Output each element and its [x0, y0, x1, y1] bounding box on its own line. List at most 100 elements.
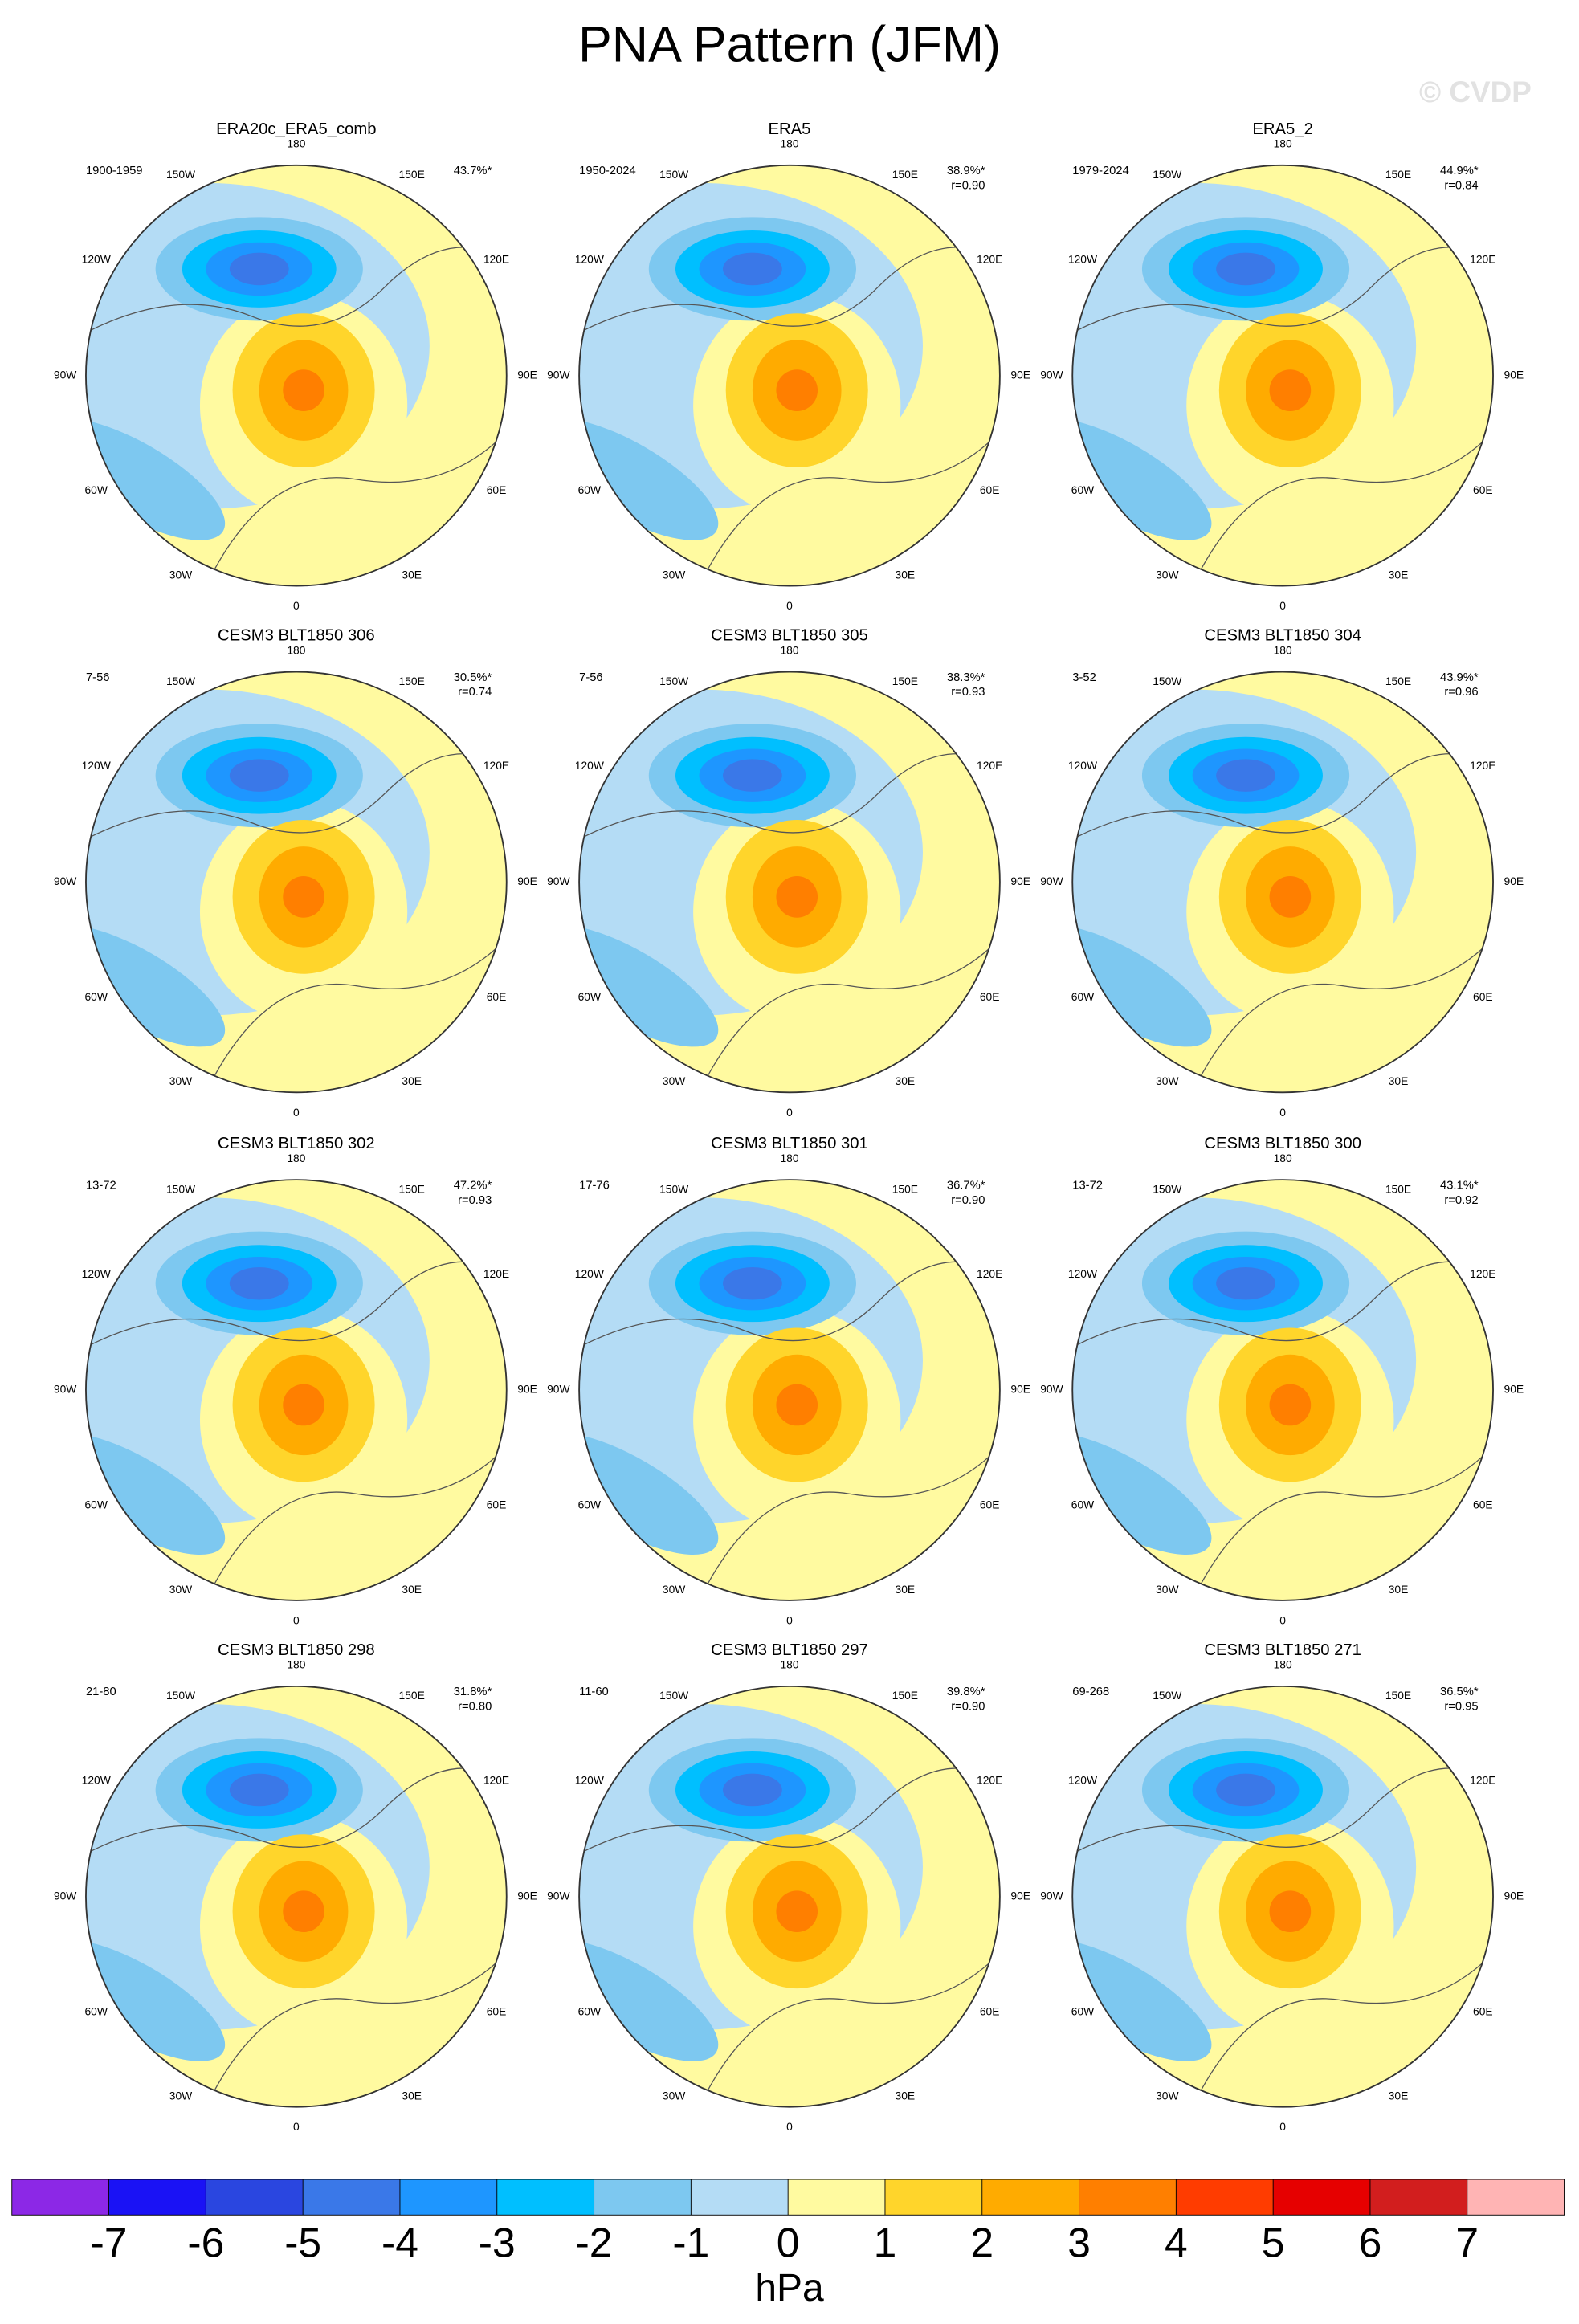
map-border — [1071, 1685, 1494, 2108]
neg-contour — [229, 1266, 289, 1300]
map — [579, 165, 1000, 586]
period: 3-52 — [1072, 671, 1096, 684]
variance: 31.8%* — [454, 1686, 492, 1698]
pos-contour — [1269, 876, 1312, 918]
neg-contour — [229, 252, 289, 286]
map-border — [578, 164, 1001, 587]
lon-label: 150E — [892, 168, 918, 181]
colorbar-box — [496, 2179, 594, 2216]
lon-label: 30E — [896, 569, 916, 581]
neg-contour — [1216, 252, 1275, 286]
map-border — [578, 1179, 1001, 1601]
correlation: r=0.80 — [458, 1701, 492, 1714]
colorbar-box — [788, 2179, 885, 2216]
colorbar-box — [1176, 2179, 1274, 2216]
lon-label: 120E — [977, 759, 1002, 772]
lon-label: 90W — [54, 875, 76, 887]
map — [1072, 1686, 1494, 2107]
lon-label: 30W — [169, 1583, 192, 1596]
period: 1900-1959 — [86, 165, 143, 177]
lon-label: 120E — [483, 759, 509, 772]
pos-contour — [1269, 1384, 1312, 1426]
lon-label: 30W — [663, 1583, 685, 1596]
neg-contour — [1216, 1773, 1275, 1807]
lon-label: 60E — [980, 483, 1000, 496]
lon-label: 150E — [892, 1183, 918, 1196]
lon-label: 60W — [84, 1498, 107, 1511]
lon-label: 30W — [169, 2090, 192, 2102]
colorbar-box — [303, 2179, 400, 2216]
lon-label: 30E — [896, 1583, 916, 1596]
period: 13-72 — [1072, 1179, 1103, 1192]
lon-label: 120E — [977, 1774, 1002, 1787]
colorbar-box — [206, 2179, 304, 2216]
lon-label: 90W — [54, 1889, 76, 1902]
coastline — [581, 247, 998, 584]
map-border — [578, 671, 1001, 1094]
pos-contour — [283, 369, 324, 411]
period: 21-80 — [86, 1686, 116, 1698]
lon-label: 150E — [1385, 1689, 1411, 1702]
lon-label: 0 — [1279, 2120, 1286, 2133]
lon-label: 30W — [1156, 1583, 1178, 1596]
lon-label: 180 — [287, 643, 305, 656]
lon-label: 60E — [487, 1498, 507, 1511]
colorbar-tick-label: -5 — [284, 2220, 321, 2266]
lon-label: 150W — [166, 675, 195, 687]
neg-contour — [723, 1773, 782, 1807]
lon-label: 90E — [517, 875, 537, 887]
lon-label: 90E — [517, 1889, 537, 1902]
lon-label: 90W — [1040, 368, 1063, 381]
lon-label: 60E — [1473, 1498, 1493, 1511]
neg-contour — [723, 252, 782, 286]
lon-label: 120W — [575, 1774, 604, 1787]
lon-label: 60W — [578, 990, 601, 1003]
lon-label: 30W — [1156, 569, 1178, 581]
variance: 38.3%* — [947, 671, 985, 684]
lon-label: 120W — [1068, 1267, 1097, 1280]
map-border — [85, 671, 508, 1094]
map-border — [85, 1685, 508, 2108]
lon-label: 90W — [547, 1889, 569, 1902]
lon-label: 90E — [1504, 1889, 1524, 1902]
correlation: r=0.95 — [1444, 1701, 1478, 1714]
neg-contour — [723, 1266, 782, 1300]
lon-label: 0 — [293, 599, 300, 612]
lon-label: 120W — [575, 252, 604, 265]
lon-label: 60E — [487, 990, 507, 1003]
variance: 36.7%* — [947, 1179, 985, 1192]
neg-contour — [1216, 759, 1275, 792]
colorbar-tick-label: -2 — [576, 2220, 613, 2266]
lon-label: 120E — [483, 1267, 509, 1280]
correlation: r=0.96 — [1444, 686, 1478, 699]
panel-title: CESM3 BLT1850 300 — [1204, 1135, 1361, 1152]
lon-label: 180 — [287, 137, 305, 150]
lon-label: 60E — [1473, 2004, 1493, 2017]
lon-label: 180 — [1274, 643, 1292, 656]
lon-label: 120E — [977, 1267, 1002, 1280]
coastline — [88, 1261, 504, 1598]
panel-title: ERA5_2 — [1252, 120, 1312, 138]
lon-label: 150W — [659, 675, 688, 687]
lon-label: 60W — [578, 1498, 601, 1511]
lon-label: 150E — [399, 1183, 425, 1196]
variance: 39.8%* — [947, 1686, 985, 1698]
lon-label: 90W — [547, 875, 569, 887]
lon-label: 60W — [1071, 1498, 1094, 1511]
lon-label: 60E — [1473, 483, 1493, 496]
variance: 43.9%* — [1440, 671, 1479, 684]
colorbar-tick-label: -3 — [479, 2220, 516, 2266]
lon-label: 120W — [575, 759, 604, 772]
colorbar-box — [1467, 2179, 1565, 2216]
period: 7-56 — [579, 671, 603, 684]
period: 69-268 — [1072, 1686, 1109, 1698]
lon-label: 150W — [1153, 168, 1181, 181]
map-border — [1071, 164, 1494, 587]
colorbar-box — [884, 2179, 982, 2216]
neg-contour — [723, 759, 782, 792]
lon-label: 120W — [82, 1774, 111, 1787]
lon-label: 150E — [399, 168, 425, 181]
lon-label: 120E — [483, 1774, 509, 1787]
correlation: r=0.74 — [458, 686, 492, 699]
variance: 47.2%* — [454, 1179, 492, 1192]
